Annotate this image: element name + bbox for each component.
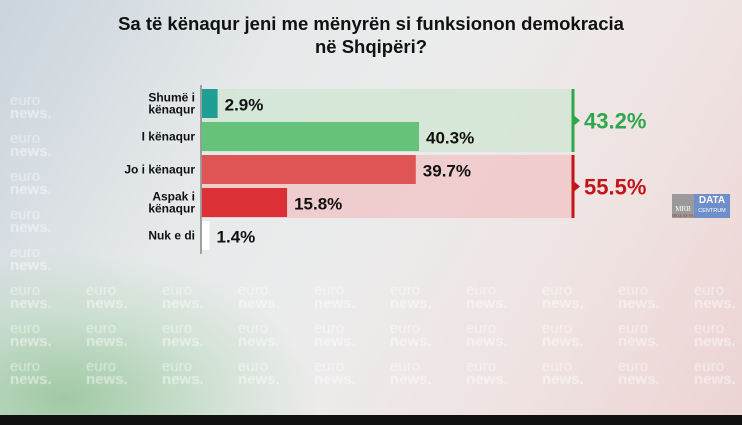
bar-chart: 43.2% 55.5% 2.9% Shumë i kënaqur 40.3% I kënaq… — [124, 85, 646, 254]
datacentrum-logo: DATA CENTRUM — [694, 194, 730, 218]
value-label: 15.8% — [294, 195, 342, 214]
group-total-label: 43.2% — [584, 109, 646, 134]
category-label: Aspak i kënaqur — [148, 190, 195, 216]
category-label: Jo i kënaqur — [124, 163, 195, 177]
group-total-label: 55.5% — [584, 175, 646, 200]
chart-title: Sa të kënaqur jeni me mënyrën si funksio… — [118, 13, 624, 57]
mrb-text: MRB — [675, 205, 691, 213]
group-arrow — [574, 115, 580, 126]
data-text: DATA — [698, 195, 726, 206]
bottom-bar — [0, 415, 742, 425]
bar — [202, 122, 420, 151]
value-label: 1.4% — [217, 228, 256, 247]
bar — [202, 155, 416, 184]
mrb-logo: MRB HELLAS SA — [672, 194, 694, 218]
value-label: 2.9% — [225, 96, 264, 115]
category-label: Shumë i kënaqur — [148, 91, 195, 117]
mrb-sub-text: HELLAS SA — [672, 213, 694, 218]
value-label: 39.7% — [423, 162, 471, 181]
group-arrow — [574, 181, 580, 192]
value-label: 40.3% — [426, 129, 474, 148]
bar — [202, 188, 288, 217]
bar — [202, 89, 218, 118]
data-centrum-logo: MRB HELLAS SA DATA CENTRUM — [672, 194, 730, 218]
category-label: I kënaqur — [142, 130, 196, 144]
bar — [202, 221, 210, 250]
category-label: Nuk e di — [148, 229, 195, 243]
centrum-text: CENTRUM — [698, 208, 726, 214]
